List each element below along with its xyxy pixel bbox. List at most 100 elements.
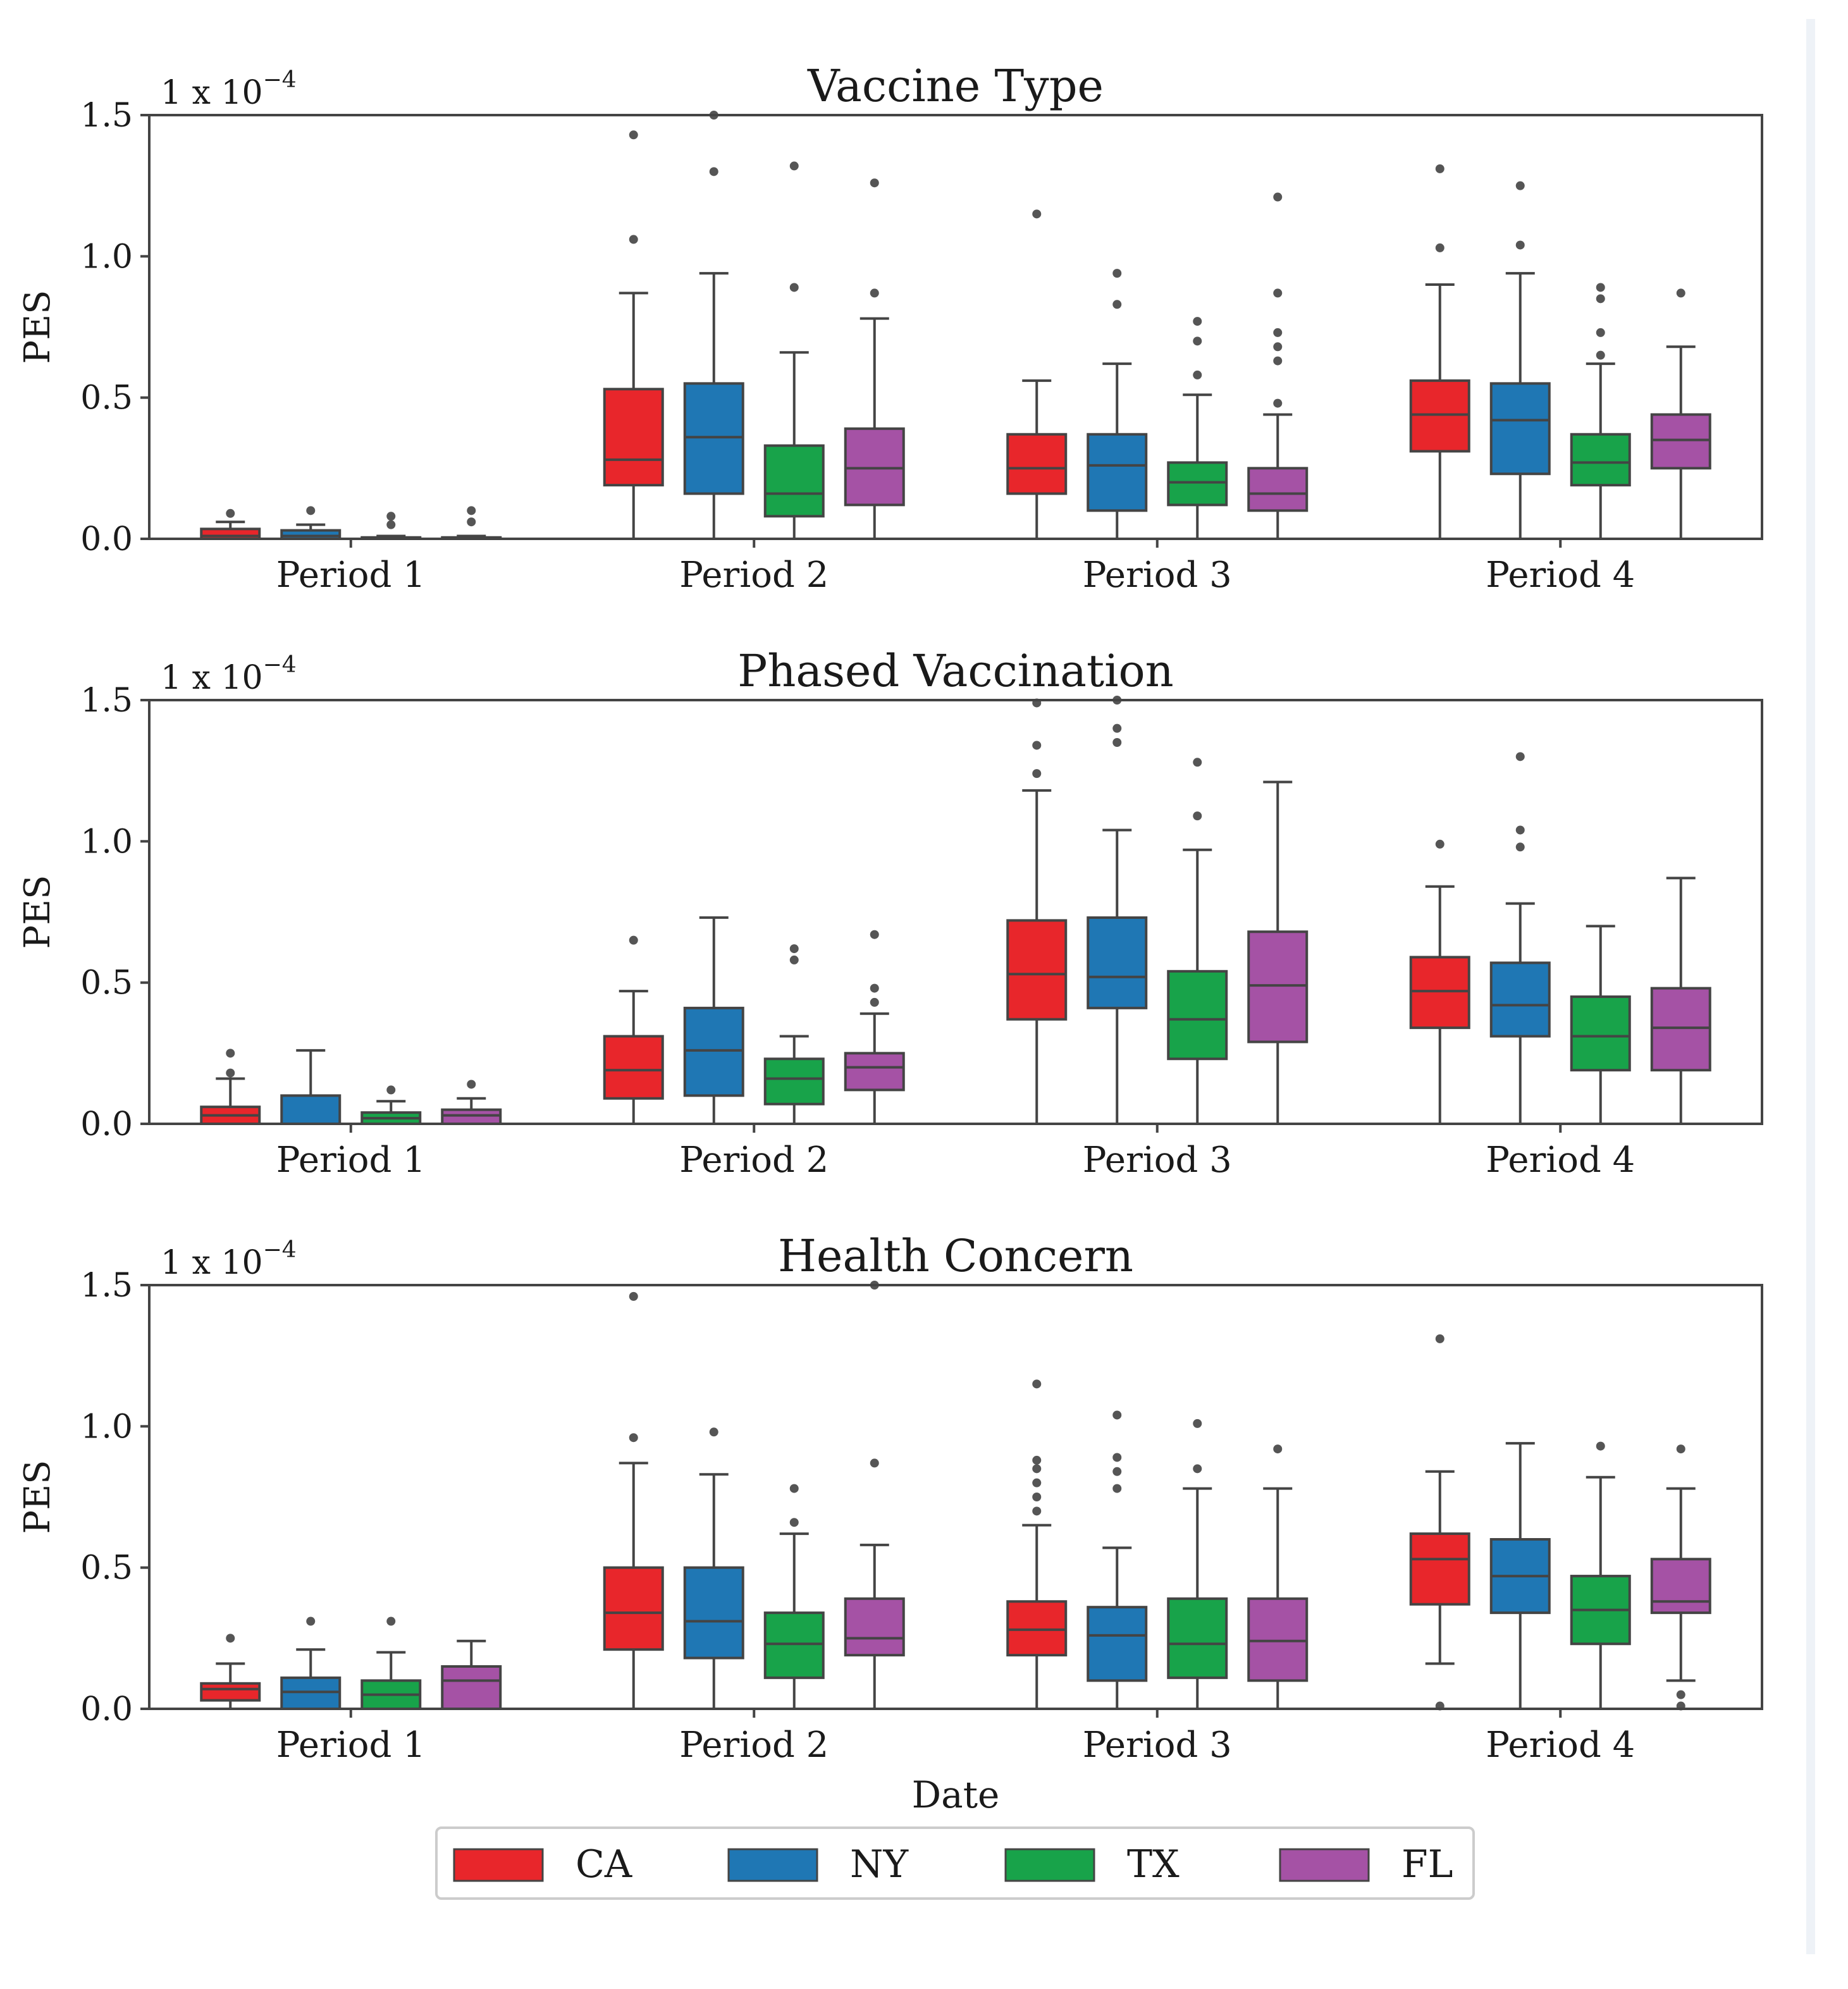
y-tick-label: 1.0 — [80, 1408, 133, 1446]
outlier-point — [1193, 758, 1202, 767]
box-ny-period-4 — [1489, 752, 1551, 1125]
multiplier-base: 1 x 10 — [161, 1244, 263, 1282]
outlier-point — [1112, 1453, 1122, 1462]
box-ca-period-1 — [200, 508, 261, 540]
outlier-point — [1596, 1441, 1605, 1451]
box-fl-period-2 — [844, 1281, 905, 1710]
box-tx-period-2 — [763, 1484, 825, 1710]
multiplier-label: 1 x 10−4 — [161, 67, 297, 112]
outlier-point — [1435, 164, 1445, 173]
outlier-point — [789, 944, 799, 954]
box-iqr — [683, 1566, 744, 1660]
box-iqr — [683, 1006, 744, 1097]
box-iqr — [1409, 1532, 1470, 1606]
legend-item-fl: FL — [1279, 1842, 1453, 1887]
y-axis-label: PES — [17, 875, 58, 949]
outlier-point — [1596, 350, 1605, 360]
x-tick-label: Period 2 — [679, 555, 829, 596]
box-ca-period-4 — [1409, 839, 1470, 1125]
box-fl-period-2 — [844, 930, 905, 1125]
outlier-point — [870, 983, 879, 993]
outlier-point — [1032, 209, 1042, 219]
box-tx-period-1 — [360, 512, 422, 540]
multiplier-exponent: −4 — [263, 1237, 297, 1263]
outlier-point — [1112, 738, 1122, 747]
box-fl-period-3 — [1247, 192, 1309, 540]
box-iqr — [1006, 1600, 1068, 1657]
y-tick-label: 1.5 — [80, 97, 133, 135]
y-axis-label: PES — [17, 1460, 58, 1534]
window-edge — [1806, 19, 1815, 1954]
plot-marks — [200, 111, 1711, 540]
y-axis: 0.0 0.5 1.0 1.5 — [80, 682, 149, 1143]
box-iqr — [844, 427, 905, 507]
legend: CA NY TX FL — [435, 1826, 1475, 1900]
legend-label: NY — [850, 1842, 909, 1887]
outlier-point — [1112, 269, 1122, 278]
box-fl-period-4 — [1650, 877, 1711, 1125]
outlier-point — [386, 520, 396, 529]
x-tick-label: Period 2 — [679, 1140, 829, 1181]
outlier-point — [1273, 356, 1283, 366]
box-iqr — [441, 1665, 502, 1710]
outlier-point — [467, 1080, 476, 1089]
box-tx-period-3 — [1167, 317, 1228, 540]
outlier-point — [226, 508, 235, 518]
outlier-point — [1112, 300, 1122, 309]
box-ca-period-2 — [603, 935, 664, 1125]
y-tick-label: 0.5 — [80, 1549, 133, 1587]
outlier-point — [1032, 1493, 1042, 1501]
panel-health-concern: Health Concern 1 x 10−4 PES 0.0 0.5 1.0 … — [17, 1230, 1763, 1766]
panel-title: Vaccine Type — [807, 60, 1104, 112]
outlier-point — [1032, 769, 1042, 779]
outlier-point — [1032, 1379, 1042, 1389]
x-tick-label: Period 3 — [1083, 1725, 1232, 1766]
outlier-point — [1112, 1410, 1122, 1420]
box-ca-period-3 — [1006, 698, 1068, 1125]
box-fl-period-1 — [441, 1639, 502, 1710]
y-tick-label: 1.5 — [80, 682, 133, 720]
outlier-point — [870, 1458, 879, 1468]
panel-vaccine-type: Vaccine Type 1 x 10−4 PES 0.0 0.5 1.0 1.… — [17, 60, 1763, 596]
plot-frame — [148, 114, 1763, 540]
outlier-point — [629, 935, 638, 945]
box-ny-period-1 — [280, 1049, 342, 1125]
box-fl-period-4 — [1650, 288, 1711, 540]
box-tx-period-2 — [763, 944, 825, 1125]
outlier-point — [306, 506, 316, 515]
outlier-point — [1273, 342, 1283, 352]
box-iqr — [200, 527, 261, 540]
box-ny-period-3 — [1087, 696, 1148, 1125]
legend-label: CA — [576, 1842, 632, 1887]
outlier-point — [1032, 1464, 1042, 1474]
box-iqr — [683, 382, 744, 495]
x-axis: Period 1 Period 2 Period 3 Period 4 — [276, 1709, 1635, 1766]
outlier-point — [1676, 1690, 1685, 1699]
multiplier-exponent: −4 — [263, 652, 297, 678]
legend-swatch — [453, 1848, 544, 1882]
box-iqr — [200, 1682, 261, 1702]
outlier-point — [629, 130, 638, 140]
box-ny-period-4 — [1489, 1442, 1551, 1710]
box-iqr — [1087, 433, 1148, 512]
box-iqr — [1167, 970, 1228, 1061]
multiplier-base: 1 x 10 — [161, 659, 263, 697]
plot-frame — [148, 1284, 1763, 1710]
outlier-point — [1193, 1464, 1202, 1474]
box-fl-period-1 — [441, 506, 502, 540]
outlier-point — [1273, 1444, 1283, 1454]
outlier-point — [226, 1068, 235, 1078]
panel-phased-vaccination: Phased Vaccination 1 x 10−4 PES 0.0 0.5 … — [17, 645, 1763, 1181]
outlier-point — [1676, 288, 1685, 298]
box-iqr — [1650, 1558, 1711, 1615]
multiplier-label: 1 x 10−4 — [161, 652, 297, 697]
box-iqr — [844, 1052, 905, 1092]
box-fl-period-4 — [1650, 1444, 1711, 1711]
x-tick-label: Period 3 — [1083, 555, 1232, 596]
legend-item-tx: TX — [1004, 1842, 1180, 1887]
outlier-point — [1112, 1467, 1122, 1476]
x-axis: Period 1 Period 2 Period 3 Period 4 — [276, 539, 1635, 596]
x-tick-label: Period 2 — [679, 1725, 829, 1766]
outlier-point — [1273, 328, 1283, 337]
outlier-point — [386, 1616, 396, 1626]
